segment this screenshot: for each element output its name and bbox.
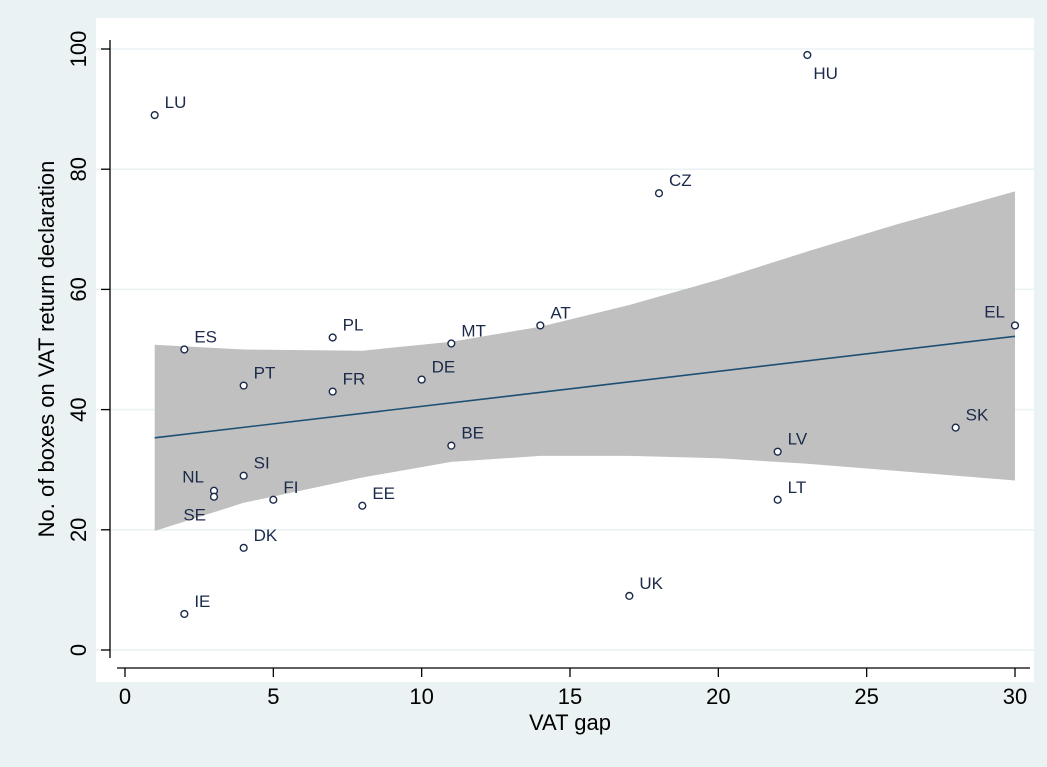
point-si [239,471,248,480]
point-label-pl: PL [343,315,364,334]
x-tick-label-15: 15 [558,684,582,709]
point-fr [328,387,337,396]
point-uk [625,591,634,601]
point-lt [773,495,782,504]
point-sk [951,423,960,432]
x-tick-label-0: 0 [119,684,131,709]
y-tick-label-20: 20 [66,518,91,542]
point-se [209,492,219,501]
point-label-se: SE [183,506,206,525]
point-label-nl: NL [182,468,204,487]
point-pl [328,333,337,342]
point-label-hu: HU [813,64,838,83]
point-label-ee: EE [372,484,395,503]
point-label-fr: FR [343,370,366,389]
point-label-fi: FI [283,478,298,497]
point-label-de: DE [432,358,456,377]
y-tick-label-80: 80 [66,157,91,181]
point-cz [654,189,664,198]
point-hu [803,50,812,60]
point-label-uk: UK [639,574,663,593]
fit-line [154,335,1016,439]
point-be [447,441,456,450]
point-label-cz: CZ [669,171,692,190]
point-label-pt: PT [254,364,276,383]
y-tick-label-60: 60 [66,277,91,301]
point-fi [269,495,278,504]
point-label-dk: DK [254,526,278,545]
confidence-band [154,191,1015,531]
point-label-el: EL [984,302,1005,321]
point-lv [773,447,782,456]
point-label-lv: LV [788,430,808,449]
x-tick-label-10: 10 [409,684,433,709]
point-at [536,321,545,330]
y-tick-label-40: 40 [66,397,91,421]
point-label-sk: SK [966,406,989,425]
y-tick-label-100: 100 [66,31,91,68]
x-tick-label-20: 20 [706,684,730,709]
point-de [417,375,426,384]
point-ie [180,609,189,619]
point-label-ie: IE [194,592,210,611]
point-label-at: AT [550,303,570,322]
point-mt [447,339,456,348]
point-label-si: SI [254,454,270,473]
point-el [1010,321,1020,330]
point-ee [358,501,367,510]
point-label-es: ES [194,328,217,347]
y-tick-label-0: 0 [66,644,91,656]
x-axis-title: VAT gap [529,710,611,735]
point-dk [239,543,248,552]
point-pt [239,381,248,390]
y-axis-title: No. of boxes on VAT return declaration [34,161,59,538]
x-tick-label-30: 30 [1003,684,1027,709]
point-label-be: BE [461,424,484,443]
point-label-lt: LT [788,478,807,497]
point-label-lu: LU [165,93,187,112]
point-lu [150,111,159,120]
point-label-mt: MT [461,321,486,340]
point-es [180,345,189,354]
x-tick-label-5: 5 [267,684,279,709]
x-tick-label-25: 25 [854,684,878,709]
